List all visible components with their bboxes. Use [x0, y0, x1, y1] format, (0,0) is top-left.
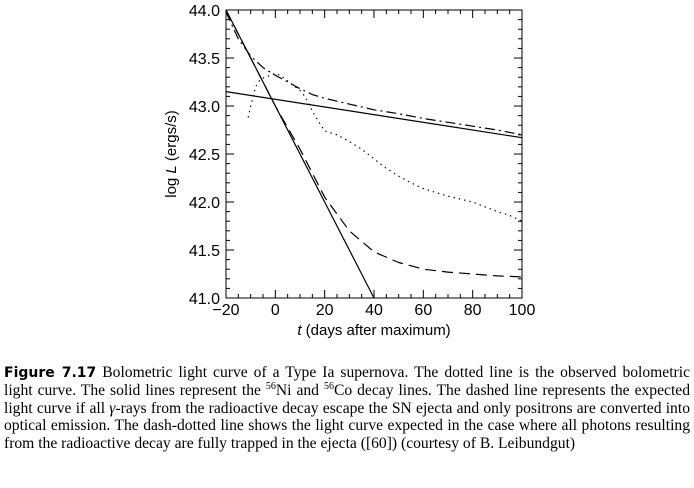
series-dashed-line-3 — [225, 9, 523, 278]
light-curve-chart: −20 0 20 40 60 80 100 41.0 41.5 42.0 42.5 43.0 43.5 4… — [163, 3, 536, 339]
figure-number: Figure 7.17 — [4, 365, 97, 381]
y-tick-label-6: 44.0 — [189, 3, 220, 20]
figure-caption: Figure 7.17 Bolometric light curve of a T… — [4, 364, 690, 452]
y-tick-label-5: 43.5 — [189, 51, 220, 68]
series-solid-line-2 — [225, 91, 523, 139]
y-tick-label-4: 43.0 — [189, 99, 220, 116]
series-lines — [225, 9, 523, 299]
x-tick-label-6: 100 — [509, 302, 536, 319]
x-tick-label-1: 0 — [271, 302, 280, 319]
caption-text-1: Bolometric light curve of a Type Ia supe… — [4, 364, 690, 400]
axis-ticks — [225, 9, 523, 299]
caption-text-3: Co decay lines. The dashed line represen… — [4, 382, 690, 417]
y-tick-label-3: 42.5 — [189, 147, 220, 164]
y-tick-label-2: 42.0 — [189, 195, 220, 212]
x-tick-label-3: 40 — [365, 302, 383, 319]
y-tick-label-0: 41.0 — [189, 291, 220, 308]
series-dashdot-line-4 — [225, 11, 523, 136]
series-dotted-line-0 — [247, 72, 523, 222]
axis-tick-labels: −20 0 20 40 60 80 100 41.0 41.5 42.0 42.5 43.0 43.5 4… — [189, 3, 536, 319]
caption-text-2: Ni and — [275, 382, 324, 400]
x-tick-label-0: −20 — [212, 302, 239, 319]
y-axis-label: log L (ergs/s) — [163, 110, 180, 198]
caption-superscript-co: 56 — [323, 381, 334, 393]
caption-superscript-ni: 56 — [265, 381, 276, 393]
x-tick-label-5: 80 — [464, 302, 482, 319]
plot-frame — [225, 9, 523, 299]
caption-text-4: -rays from the radioactive decay escape … — [4, 399, 690, 452]
y-tick-label-1: 41.5 — [189, 243, 220, 260]
x-tick-label-2: 20 — [316, 302, 334, 319]
x-axis-label: t (days after maximum) — [297, 322, 450, 339]
caption-gamma-symbol: γ — [109, 399, 116, 417]
x-tick-label-4: 60 — [414, 302, 432, 319]
